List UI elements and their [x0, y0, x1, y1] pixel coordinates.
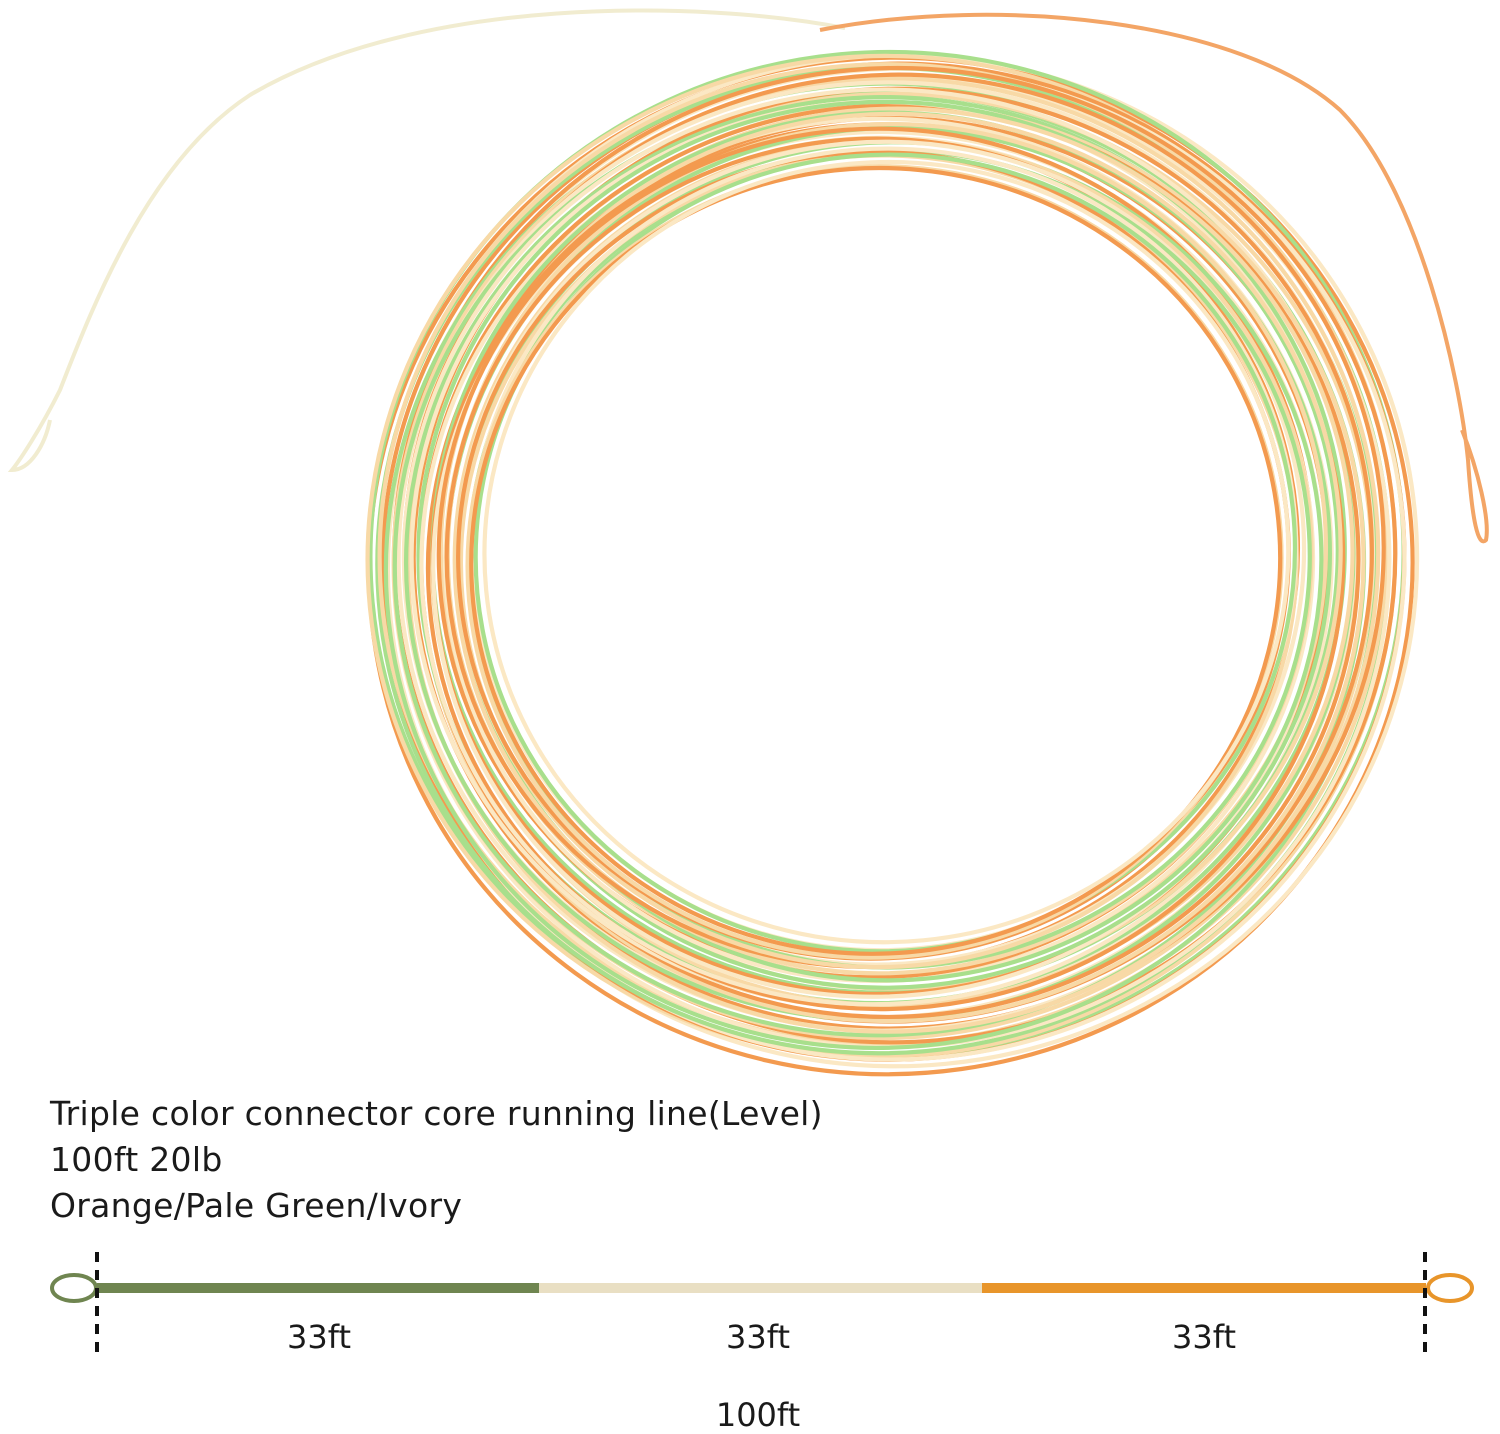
segment-3-length: 33ft [1172, 1318, 1236, 1356]
coiled-running-line-photo [7, 8, 1489, 1077]
coil-ring [482, 159, 1291, 945]
product-title: Triple color connector core running line… [50, 1094, 823, 1133]
segment-green [97, 1283, 539, 1293]
coil-ring [411, 86, 1374, 1024]
left-loop [50, 1273, 98, 1303]
segment-2-length: 33ft [726, 1318, 790, 1356]
segment-orange [982, 1283, 1426, 1293]
coil-ring [377, 62, 1389, 1046]
product-specs: 100ft 20lb [50, 1140, 223, 1179]
product-colors: Orange/Pale Green/Ivory [50, 1186, 463, 1225]
line-end-ivory [7, 8, 846, 473]
coil-ring [392, 65, 1398, 1045]
coil-ring [401, 87, 1359, 1020]
coil-ring [469, 165, 1283, 956]
coil-rings [365, 49, 1420, 1077]
total-length: 100ft [715, 1396, 801, 1434]
segment-1-length: 33ft [287, 1318, 351, 1356]
right-loop [1426, 1273, 1474, 1303]
coil-ring [404, 95, 1356, 1022]
coil-ring [391, 75, 1392, 1050]
segment-ivory [539, 1283, 982, 1293]
line-length-diagram [50, 1252, 1474, 1352]
coil-ring [396, 80, 1376, 1033]
line-end-orange [819, 12, 1489, 544]
